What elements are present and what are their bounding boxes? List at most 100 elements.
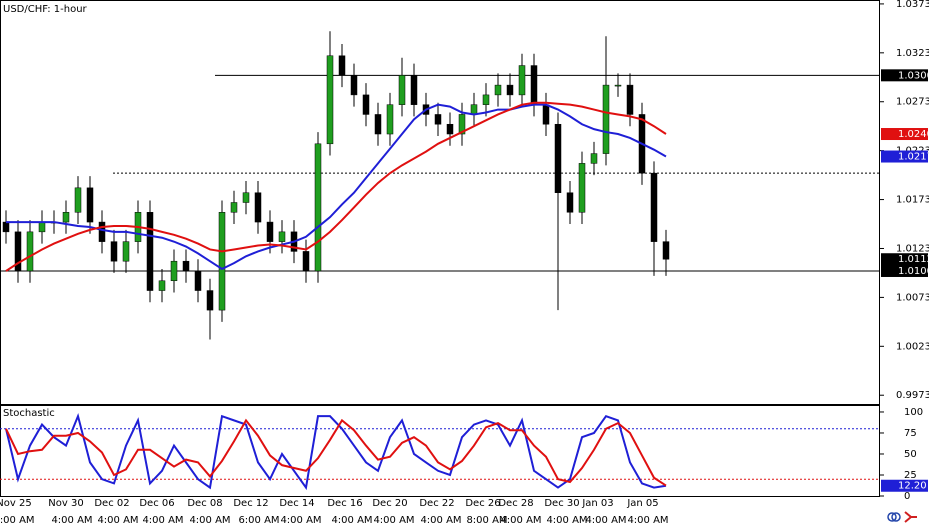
x-time-label: 4:00 AM: [280, 515, 321, 526]
icon-arrow[interactable]: [904, 511, 917, 523]
x-time-label: 4:00 AM: [585, 515, 626, 526]
candle-body: [254, 192, 262, 223]
candle-body: [206, 290, 214, 311]
toolbar-icons[interactable]: [887, 511, 917, 523]
icon-link[interactable]: [887, 512, 897, 522]
candle-body: [542, 104, 550, 125]
x-date-label: Dec 08: [187, 498, 222, 509]
candle-body: [506, 84, 514, 96]
x-time-label: 4:00 AM: [420, 515, 461, 526]
x-time-label: 4:00 AM: [627, 515, 668, 526]
x-time-label: 8:00 AM: [466, 515, 507, 526]
y-tick-label: 1.0073: [896, 292, 929, 303]
candle-body: [446, 123, 454, 135]
candle-body: [482, 94, 490, 105]
y-tick-label: 1.0123: [896, 243, 929, 254]
y-tick-label: 1.0173: [896, 195, 929, 206]
price-tag: [881, 264, 928, 277]
candle-body: [410, 75, 418, 105]
x-date-label: Dec 02: [94, 498, 129, 509]
stochastic-line: [5, 413, 667, 491]
x-date-label: Dec 28: [498, 498, 533, 509]
x-time-label: 4:00 AM: [51, 515, 92, 526]
candle-body: [602, 84, 610, 154]
candle-body: [530, 65, 538, 105]
price-tag-label: 1.0300: [898, 70, 929, 81]
candle-body: [2, 221, 10, 233]
y-tick-label: 1.0273: [896, 97, 929, 108]
candle-body: [302, 251, 310, 272]
x-date-label: Jan 05: [626, 498, 658, 509]
main-pane: [0, 0, 880, 405]
candle-body: [386, 104, 394, 135]
candle-body: [194, 270, 202, 291]
x-time-label: 6:00 AM: [238, 515, 279, 526]
stochastic-line: [5, 418, 667, 487]
y-tick-label: 0: [904, 491, 910, 502]
candle-body: [362, 94, 370, 115]
moving-average: [6, 103, 667, 271]
x-time-label: 4:00 AM: [373, 515, 414, 526]
candle-body: [626, 84, 634, 115]
candle-body: [14, 231, 22, 272]
candle-body: [266, 221, 274, 242]
x-date-label: Dec 30: [544, 498, 579, 509]
x-time-label: 4:00 AM: [331, 515, 372, 526]
candle-body: [26, 231, 34, 272]
candle-body: [350, 75, 358, 96]
x-date-label: Dec 26: [465, 498, 500, 509]
x-date-label: Dec 22: [419, 498, 454, 509]
candle-body: [158, 280, 166, 291]
candle-body: [218, 212, 226, 311]
y-tick-label: 100: [904, 407, 923, 418]
moving-average: [5, 101, 667, 272]
y-tick-label: 1.0373: [896, 0, 929, 10]
candle-body: [398, 75, 406, 105]
x-date-label: Dec 20: [372, 498, 407, 509]
stochastic-title: Stochastic: [3, 408, 55, 419]
candle-body: [110, 241, 118, 262]
candle-body: [662, 241, 670, 260]
price-tag-label: 1.0240: [898, 129, 929, 140]
x-time-label: 4:00 AM: [189, 515, 230, 526]
y-tick-label: 1.0323: [896, 48, 929, 59]
stochastic-tag: [881, 479, 928, 492]
x-time-label: 4:00 AM: [546, 515, 587, 526]
candle-body: [86, 187, 94, 223]
candle-body: [518, 65, 526, 96]
candle-body: [374, 114, 382, 135]
candle-body: [314, 143, 322, 272]
candle-body: [326, 55, 334, 145]
x-date-label: Dec 16: [327, 498, 362, 509]
x-date-label: Jan 03: [581, 498, 613, 509]
x-time-label: 4:00 AM: [142, 515, 183, 526]
price-tag-label: 1.0112: [898, 254, 929, 265]
price-tag: [881, 128, 928, 141]
candle-body: [74, 187, 82, 213]
price-tag: [881, 69, 928, 82]
x-date-label: Dec 14: [279, 498, 314, 509]
candle-body: [338, 55, 346, 76]
x-time-label: 4:00 AM: [97, 515, 138, 526]
x-date-label: Dec 06: [139, 498, 174, 509]
chart-title: USD/CHF: 1-hour: [3, 4, 88, 15]
stochastic-pane: [0, 405, 880, 497]
price-tag: [881, 253, 928, 266]
y-tick-label: 0.9973: [896, 390, 929, 401]
candle-body: [98, 221, 106, 242]
y-tick-label: 50: [904, 449, 917, 460]
candle-body: [62, 212, 70, 223]
x-date-label: Dec 12: [233, 498, 268, 509]
candle-body: [278, 231, 286, 242]
x-time-label: 4:00 AM: [500, 515, 541, 526]
x-time-label: 9:00 AM: [0, 515, 35, 526]
y-tick-label: 25: [904, 470, 917, 481]
candle-body: [170, 260, 178, 282]
icon-link[interactable]: [891, 512, 901, 522]
price-tag-label: 1.0217: [898, 152, 929, 163]
stochastic-tag-label: 12.20: [898, 481, 927, 492]
candle-body: [590, 153, 598, 164]
